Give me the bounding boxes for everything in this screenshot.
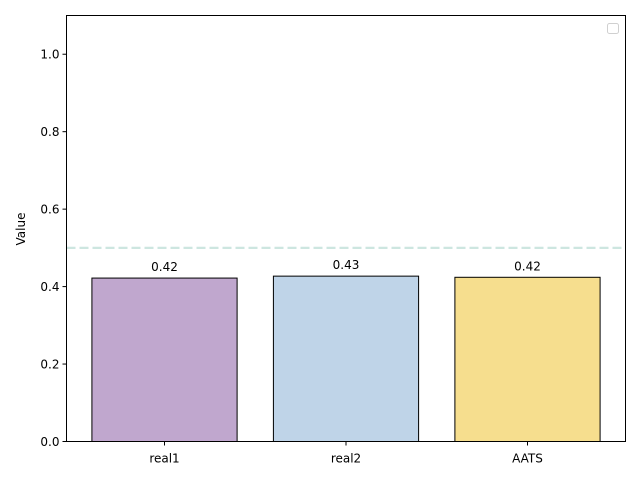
y-axis-label: Value <box>14 213 28 246</box>
value-labels-layer: 0.42 0.43 0.42 <box>151 258 541 274</box>
legend <box>607 23 619 34</box>
bars-layer <box>91 275 601 443</box>
y-tick-label: 1.0 <box>40 48 59 62</box>
y-tick-label: 0.2 <box>40 358 59 372</box>
bar-real2 <box>272 275 420 442</box>
y-tick-label: 0.8 <box>40 125 59 139</box>
y-axis: 0.0 0.2 0.4 0.6 0.8 1.0 <box>40 48 67 449</box>
x-tick-label-real2: real2 <box>331 452 361 466</box>
x-tick-label-aats: AATS <box>512 452 543 466</box>
bar-aats <box>454 276 601 442</box>
legend-box <box>607 23 619 34</box>
x-axis: real1 real2 AATS <box>149 441 543 466</box>
value-label-real1: 0.42 <box>151 260 178 274</box>
y-tick-label: 0.0 <box>40 435 59 449</box>
y-tick-label: 0.6 <box>40 203 59 217</box>
value-label-real2: 0.43 <box>333 258 360 272</box>
x-tick-label-real1: real1 <box>149 452 179 466</box>
bar-real1 <box>91 277 238 443</box>
y-tick-label: 0.4 <box>40 280 59 294</box>
value-label-aats: 0.42 <box>514 259 541 273</box>
